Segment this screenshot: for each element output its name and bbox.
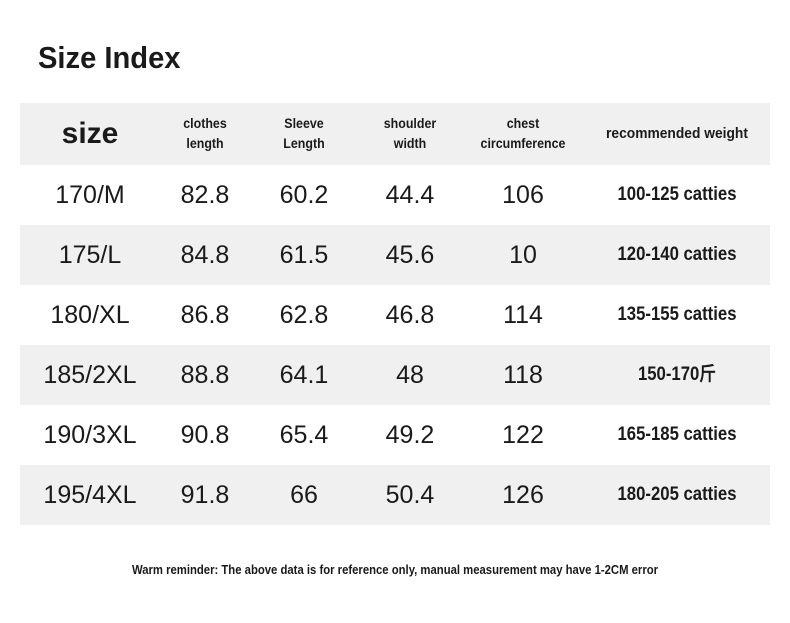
cell-chest-circumference: 10 — [509, 241, 537, 269]
page-title: Size Index — [38, 40, 181, 75]
cell-recommended-weight: 150-170斤 — [637, 363, 717, 385]
cell-clothes-length: 88.8 — [180, 361, 230, 389]
cell-sleeve-length: 64.1 — [279, 361, 329, 389]
footer-note: Warm reminder: The above data is for ref… — [131, 562, 659, 577]
table-row-180xl: 180/XL 86.8 62.8 46.8 114 135-155 cattie… — [20, 285, 770, 345]
size-table: size clothes length Sleeve Length should… — [20, 103, 770, 525]
column-header-sleeve-length: Sleeve Length — [283, 116, 325, 151]
table-row-195-4xl: 195/4XL 91.8 66 50.4 126 180-205 catties — [20, 465, 770, 525]
cell-chest-circumference: 106 — [502, 181, 544, 209]
cell-chest-circumference: 126 — [502, 481, 544, 509]
column-header-chest-circumference: chest circumference — [480, 116, 566, 151]
cell-recommended-weight: 120-140 catties — [617, 243, 737, 265]
cell-shoulder-width: 50.4 — [385, 481, 435, 509]
table-row-185-2xl: 185/2XL 88.8 64.1 48 118 150-170斤 — [20, 345, 770, 405]
cell-chest-circumference: 118 — [503, 361, 543, 389]
table-row-175l: 175/L 84.8 61.5 45.6 10 120-140 catties — [20, 225, 770, 285]
cell-recommended-weight: 100-125 catties — [617, 183, 737, 205]
table-row-190-3xl: 190/3XL 90.8 65.4 49.2 122 165-185 catti… — [20, 405, 770, 465]
cell-sleeve-length: 62.8 — [279, 301, 329, 329]
table-header-row: size clothes length Sleeve Length should… — [20, 103, 770, 165]
cell-clothes-length: 91.8 — [180, 481, 230, 509]
cell-size: 170/M — [55, 181, 125, 209]
cell-chest-circumference: 122 — [502, 421, 544, 449]
cell-sleeve-length: 61.5 — [279, 241, 329, 269]
cell-shoulder-width: 49.2 — [385, 421, 435, 449]
table-row-170m: 170/M 82.8 60.2 44.4 106 100-125 catties — [20, 165, 770, 225]
cell-clothes-length: 84.8 — [180, 241, 230, 269]
cell-chest-circumference: 114 — [503, 301, 543, 329]
column-header-recommended-weight: recommended weight — [606, 125, 748, 143]
cell-sleeve-length: 60.2 — [279, 181, 329, 209]
cell-shoulder-width: 46.8 — [385, 301, 435, 329]
cell-recommended-weight: 180-205 catties — [617, 483, 737, 505]
cell-recommended-weight: 135-155 catties — [617, 303, 737, 325]
cell-sleeve-length: 65.4 — [279, 421, 329, 449]
cell-recommended-weight: 165-185 catties — [617, 423, 737, 445]
cell-shoulder-width: 44.4 — [385, 181, 435, 209]
cell-sleeve-length: 66 — [290, 481, 318, 509]
cell-clothes-length: 90.8 — [180, 421, 230, 449]
cell-shoulder-width: 48 — [396, 361, 424, 389]
cell-size: 190/3XL — [43, 421, 137, 449]
cell-shoulder-width: 45.6 — [385, 241, 435, 269]
column-header-size: size — [61, 117, 119, 150]
column-header-shoulder-width: shoulder width — [383, 116, 437, 151]
column-header-clothes-length: clothes length — [183, 116, 227, 151]
cell-size: 185/2XL — [43, 361, 137, 389]
cell-size: 195/4XL — [43, 481, 137, 509]
cell-size: 180/XL — [50, 301, 130, 329]
cell-size: 175/L — [58, 241, 122, 269]
cell-clothes-length: 82.8 — [180, 181, 230, 209]
cell-clothes-length: 86.8 — [180, 301, 230, 329]
